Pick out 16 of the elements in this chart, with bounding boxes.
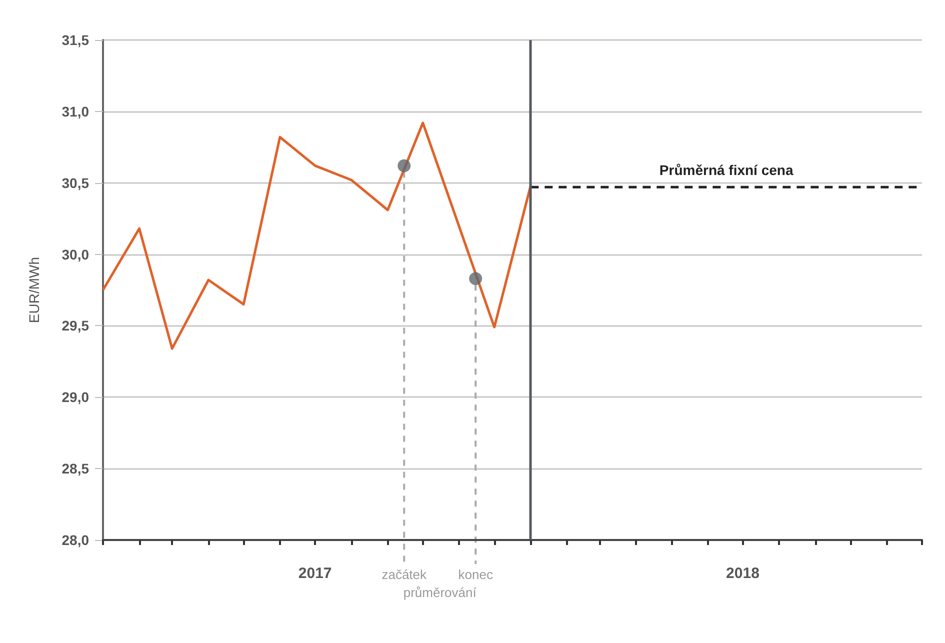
x-tick-label: 2018 <box>726 565 760 582</box>
line-series <box>102 122 532 350</box>
y-tick-label: 28,0 <box>62 532 90 548</box>
y-tick-label: 30,0 <box>62 246 90 262</box>
y-tick-label: 29,5 <box>62 318 90 334</box>
y-axis-title: EUR/MWh <box>26 256 42 324</box>
annotation: konec <box>458 567 494 582</box>
series-label: Průměrná fixní cena <box>659 162 794 178</box>
annotation: začátek <box>382 567 428 582</box>
text: průměrování <box>403 585 477 600</box>
y-tick-label: 31,5 <box>62 32 90 48</box>
y-tick-label: 31,0 <box>62 103 90 120</box>
y-tick-label: 30,5 <box>62 174 90 191</box>
y-tick-label: 29,0 <box>62 389 90 406</box>
x-tick-label: 2017 <box>298 565 332 582</box>
y-tick-label: 28,5 <box>62 460 90 477</box>
